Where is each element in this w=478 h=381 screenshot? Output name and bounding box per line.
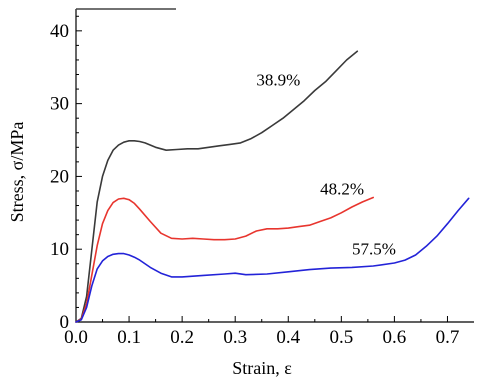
x-tick-label: 0.6 xyxy=(383,327,407,348)
y-tick-label: 20 xyxy=(50,166,69,187)
y-axis-title: Stress, σ/MPa xyxy=(7,122,27,223)
curve-label-3: 57.5% xyxy=(352,239,396,258)
curve-label-2: 48.2% xyxy=(320,180,364,199)
series-line-3 xyxy=(75,197,470,323)
axes: 0.0 0.1 0.2 0.3 0.4 0.5 0.6 0.7 0 10 20 30 40 xyxy=(50,8,474,348)
x-tick-label: 0.4 xyxy=(276,327,300,348)
curve-label-1: 38.9% xyxy=(256,70,300,89)
y-tick-label: 30 xyxy=(50,94,69,115)
y-tick-label: 0 xyxy=(60,312,70,333)
series-line-1 xyxy=(75,50,359,323)
x-tick-label: 0.5 xyxy=(329,327,353,348)
x-tick-label: 0.3 xyxy=(223,327,247,348)
y-tick-label: 10 xyxy=(50,239,69,260)
series-group xyxy=(75,50,470,323)
x-tick-label: 0.2 xyxy=(170,327,194,348)
x-tick-label: 0.7 xyxy=(436,327,460,348)
y-tick-label: 40 xyxy=(50,21,69,42)
x-tick-label: 0.1 xyxy=(117,327,141,348)
annotations: 38.9% 48.2% 57.5% xyxy=(256,70,395,258)
x-axis-title: Strain, ε xyxy=(232,358,292,378)
series-line-2 xyxy=(75,196,375,323)
x-tick-label: 0.0 xyxy=(64,327,88,348)
